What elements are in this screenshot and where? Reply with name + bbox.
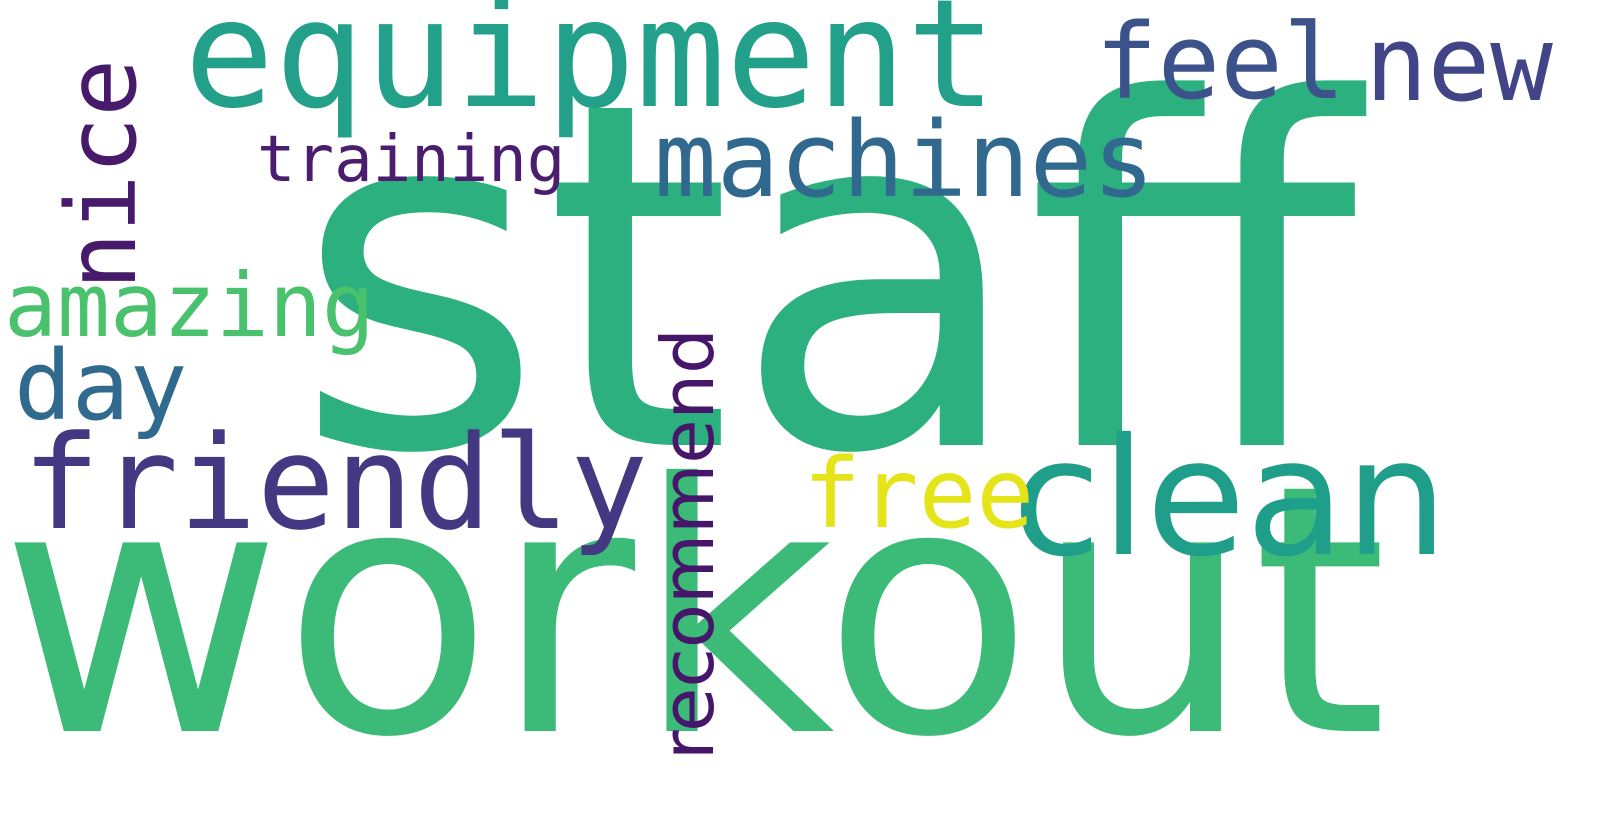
word-amazing: amazing	[4, 254, 375, 357]
word-workout: workout	[0, 412, 1388, 813]
word-new: new	[1365, 3, 1553, 125]
word-feel: feel	[1095, 1, 1346, 123]
word-staff: staff	[294, 0, 1358, 559]
word-recommend: recommend	[646, 328, 730, 760]
word-clean: clean	[1012, 405, 1448, 593]
word-training: training	[257, 123, 566, 197]
word-day: day	[14, 330, 188, 442]
word-friendly: friendly	[22, 407, 649, 559]
word-equipment: equipment	[184, 0, 997, 142]
word-machines: machines	[654, 99, 1155, 221]
word-free: free	[803, 438, 1035, 550]
